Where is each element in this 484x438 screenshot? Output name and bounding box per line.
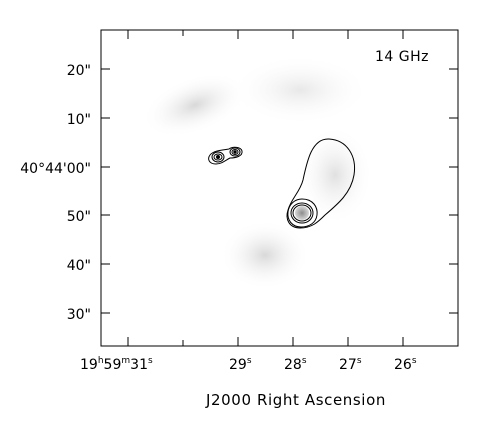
x-tick-label: 19h59m31s (80, 356, 153, 373)
x-axis-title: J2000 Right Ascension (206, 391, 386, 409)
x-ticks (127, 30, 404, 346)
x-tick-label: 29s (229, 356, 252, 373)
x-tick-label: 27s (339, 356, 362, 373)
frequency-label: 14 GHz (375, 49, 429, 65)
y-tick-label: 10" (66, 112, 91, 128)
source-contours-west (208, 146, 243, 165)
x-tick-label: 26s (394, 356, 417, 373)
y-tick-label: 20" (66, 63, 91, 79)
x-tick-label: 28s (284, 356, 307, 373)
y-ticks (101, 68, 458, 314)
source-contours-east (286, 138, 356, 229)
y-tick-label: 40°44'00" (20, 161, 91, 177)
emission-haze (142, 55, 373, 290)
y-tick-label: 50" (66, 209, 91, 225)
plot-frame (100, 29, 459, 347)
y-tick-label: 30" (66, 307, 91, 323)
y-tick-label: 40" (66, 258, 91, 274)
